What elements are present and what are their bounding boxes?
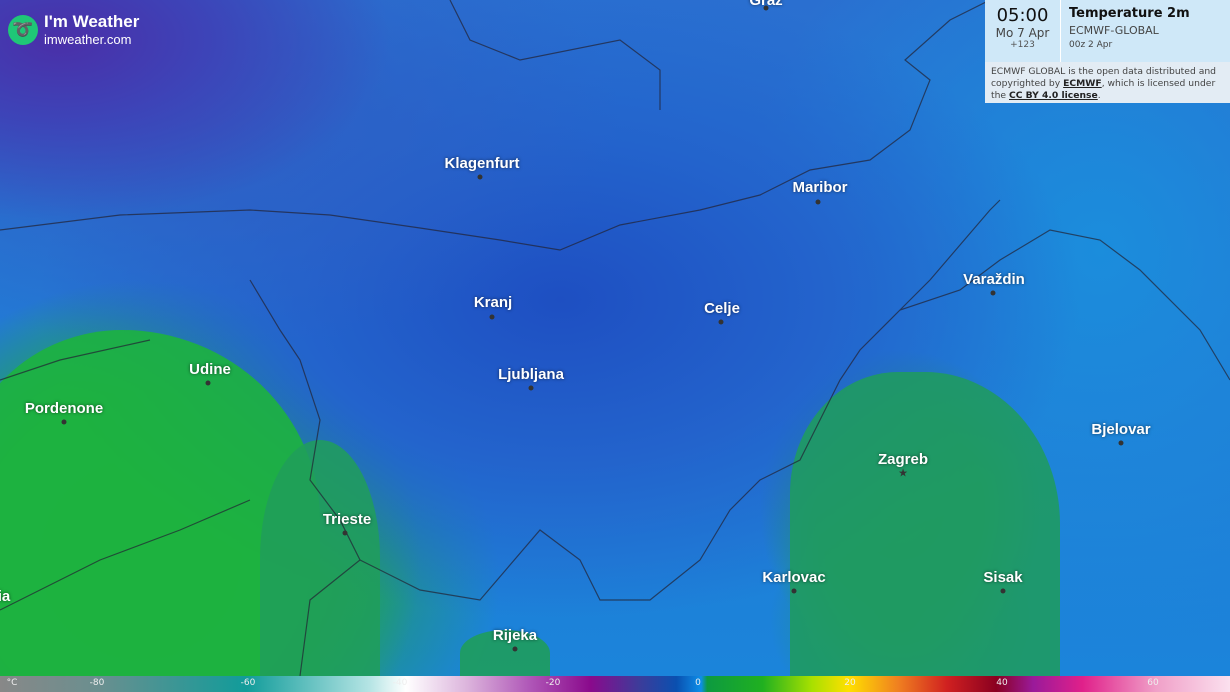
city-label[interactable]: ia (0, 588, 11, 605)
city-marker-dot (791, 588, 797, 594)
city-marker-dot (528, 385, 534, 391)
city-marker-dot (61, 419, 67, 425)
scale-tick-label: -60 (240, 678, 256, 688)
ecmwf-link[interactable]: ECMWF (1063, 78, 1102, 89)
forecast-offset: +123 (1010, 40, 1035, 50)
forecast-date: Mo 7 Apr (995, 26, 1050, 40)
swirl-logo-icon: ➰ (8, 14, 38, 45)
scale-tick-label: 60 (1147, 678, 1159, 688)
brand-name: I'm Weather (44, 12, 140, 31)
city-label[interactable]: Maribor (792, 179, 848, 196)
city-label[interactable]: Bjelovar (1091, 421, 1151, 438)
license-text-part: . (1097, 90, 1101, 101)
city-label[interactable]: Graz (749, 0, 783, 9)
forecast-time: 05:00 (996, 5, 1049, 26)
city-marker-dot (512, 646, 518, 652)
city-label[interactable]: Udine (189, 361, 231, 378)
warm-region (260, 440, 380, 676)
license-text: ECMWF GLOBAL is the open data distribute… (985, 62, 1230, 106)
time-selector[interactable]: 05:00 Mo 7 Apr +123 (985, 0, 1061, 62)
capital-star-icon: ★ (898, 466, 908, 480)
license-text-part: , which is licensed under the (991, 78, 1216, 101)
city-marker-dot (990, 290, 996, 296)
city-marker-dot (1118, 440, 1124, 446)
scale-tick-label: 20 (844, 678, 856, 688)
cc-license-link[interactable]: CC BY 4.0 license (1009, 90, 1098, 101)
scale-tick-label: 40 (996, 678, 1008, 688)
country-borders (0, 0, 1230, 676)
scale-unit: °C (6, 678, 18, 688)
city-label[interactable]: Varaždin (963, 271, 1025, 288)
forecast-info-panel: 05:00 Mo 7 Apr +123 Temperature 2m ECMWF… (985, 0, 1230, 103)
warm-region (460, 630, 550, 676)
city-marker-dot (342, 530, 348, 536)
scale-tick-label: -40 (392, 678, 408, 688)
city-marker-dot (1000, 588, 1006, 594)
city-label[interactable]: Ljubljana (498, 366, 564, 383)
city-label[interactable]: Pordenone (24, 400, 104, 417)
model-run: 00z 2 Apr (1069, 40, 1113, 50)
parameter-name: Temperature 2m (1069, 6, 1190, 21)
city-marker-dot (489, 314, 495, 320)
warm-region (790, 372, 1060, 676)
scale-tick-label: -20 (545, 678, 561, 688)
city-marker-dot (815, 199, 821, 205)
city-label[interactable]: Klagenfurt (444, 155, 520, 172)
city-marker-dot (763, 5, 769, 11)
city-marker-dot (477, 174, 483, 180)
temperature-color-scale: °C -80 -60 -40 -20 0 20 40 60 (0, 676, 1230, 692)
scale-tick-label: -80 (89, 678, 105, 688)
city-label[interactable]: Karlovac (762, 569, 826, 586)
brand-url: imweather.com (44, 32, 132, 47)
layer-selector[interactable]: Temperature 2m ECMWF-GLOBAL 00z 2 Apr (1061, 0, 1190, 62)
license-text-part: ECMWF GLOBAL is the open data distribute… (991, 66, 1216, 89)
city-marker-dot (718, 319, 724, 325)
city-label[interactable]: Zagreb (877, 451, 929, 468)
city-label[interactable]: Kranj (473, 294, 513, 311)
brand-logo[interactable]: ➰ I'm Weather imweather.com (8, 12, 139, 47)
temperature-map[interactable] (0, 0, 1230, 676)
model-name: ECMWF-GLOBAL (1069, 24, 1159, 37)
scale-tick-label: 0 (695, 678, 701, 688)
city-marker-dot (205, 380, 211, 386)
city-label[interactable]: Sisak (983, 569, 1023, 586)
city-label[interactable]: Trieste (322, 511, 372, 528)
city-label[interactable]: Celje (704, 300, 740, 317)
city-label[interactable]: Rijeka (492, 627, 538, 644)
